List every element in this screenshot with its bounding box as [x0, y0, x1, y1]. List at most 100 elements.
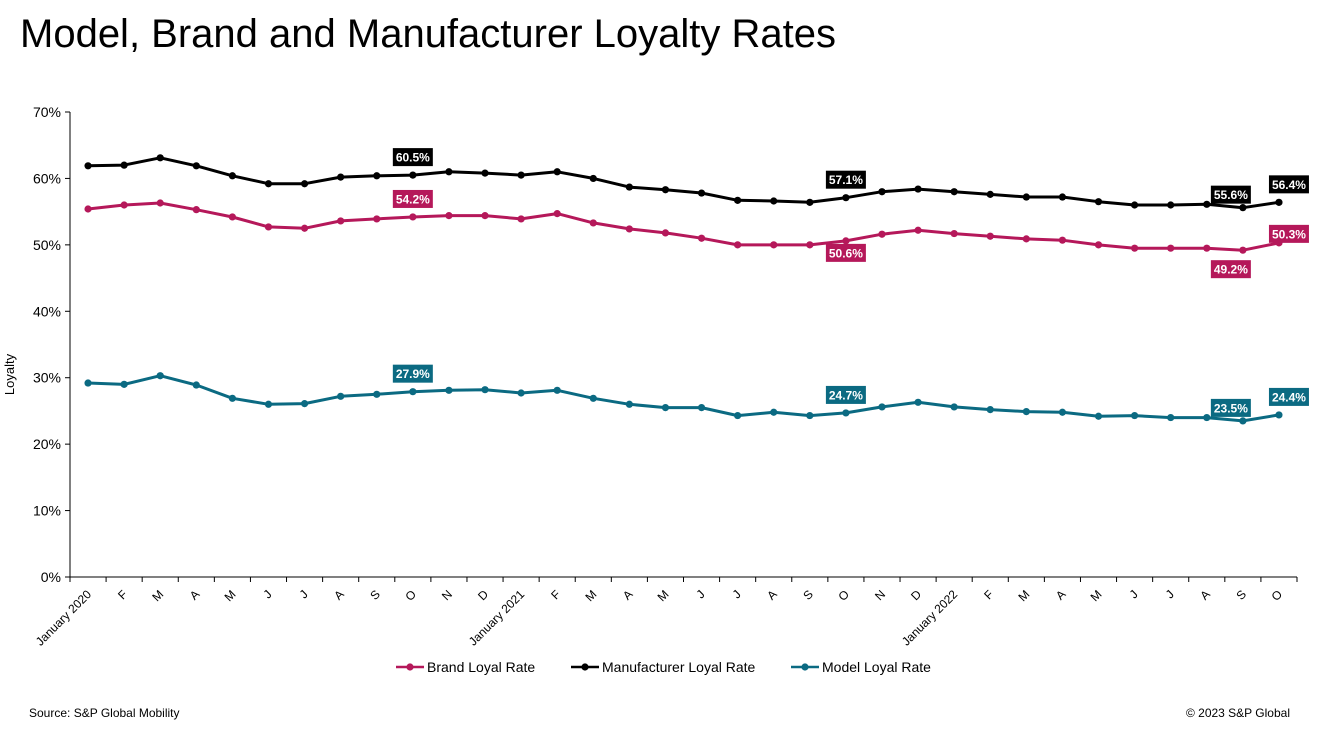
- legend-label: Brand Loyal Rate: [427, 659, 535, 675]
- data-point: [661, 229, 670, 237]
- data-point: [156, 372, 164, 380]
- x-tick-label: January 2022: [899, 587, 961, 649]
- data-point: [914, 185, 922, 193]
- data-point: [553, 210, 561, 218]
- data-point: [1058, 408, 1067, 416]
- data-point: [1203, 413, 1211, 422]
- data-point: [373, 390, 381, 398]
- legend-swatch-marker: [801, 663, 809, 671]
- data-label: 54.2%: [396, 192, 430, 206]
- data-label-box: [392, 189, 433, 208]
- data-point: [950, 403, 958, 411]
- data-point: [697, 404, 706, 412]
- data-point: [300, 224, 309, 232]
- data-point: [264, 180, 273, 188]
- series-line-0: [87, 201, 1280, 252]
- data-label: 23.5%: [1214, 401, 1248, 415]
- data-label: 60.5%: [396, 151, 430, 165]
- data-point: [770, 241, 778, 249]
- data-point: [914, 226, 922, 234]
- data-point: [950, 229, 958, 238]
- x-tick-label: M: [222, 587, 239, 604]
- x-tick-label: M: [1088, 587, 1105, 604]
- x-tick-label: F: [548, 587, 563, 602]
- data-point: [697, 234, 706, 242]
- x-tick-label: J: [730, 587, 744, 601]
- data-label-box: [825, 170, 866, 189]
- data-point: [84, 379, 92, 387]
- data-point: [1203, 244, 1211, 252]
- data-point: [300, 400, 309, 408]
- data-label: 27.9%: [396, 367, 430, 381]
- data-label: 57.1%: [829, 173, 863, 187]
- data-point: [1022, 407, 1030, 416]
- data-point: [914, 398, 922, 406]
- y-tick-label: 10%: [33, 503, 61, 519]
- data-point: [409, 388, 417, 396]
- y-tick-label: 60%: [33, 170, 61, 186]
- data-point: [120, 380, 128, 388]
- data-point: [589, 219, 597, 227]
- data-label-box: [825, 385, 866, 404]
- data-point: [1239, 417, 1247, 425]
- data-point: [481, 212, 489, 220]
- data-point: [806, 198, 814, 206]
- data-point: [1058, 193, 1067, 201]
- data-point: [625, 183, 633, 191]
- data-point: [337, 217, 345, 225]
- data-point: [770, 197, 778, 205]
- data-label: 24.4%: [1272, 390, 1306, 404]
- data-point: [806, 411, 814, 420]
- data-point: [264, 223, 273, 231]
- x-tick-label: M: [149, 587, 166, 604]
- data-point: [120, 161, 128, 169]
- x-tick-label: N: [439, 587, 455, 603]
- data-label-box: [1210, 260, 1251, 279]
- x-tick-label: J: [1127, 587, 1141, 601]
- data-point: [589, 394, 597, 402]
- legend-label: Manufacturer Loyal Rate: [602, 659, 756, 675]
- data-point: [1167, 413, 1175, 422]
- data-point: [1022, 193, 1030, 201]
- x-tick-label: M: [655, 587, 672, 604]
- data-point: [481, 169, 489, 177]
- data-point: [228, 172, 236, 180]
- data-point: [1239, 246, 1247, 254]
- data-point: [878, 230, 886, 238]
- series-line-1: [87, 156, 1280, 210]
- data-label-box: [1210, 185, 1251, 204]
- data-point: [697, 189, 706, 197]
- data-point: [192, 206, 200, 214]
- x-tick-label: O: [836, 587, 853, 604]
- x-tick-label: A: [1053, 587, 1069, 603]
- data-label: 50.6%: [829, 246, 863, 260]
- data-point: [1275, 198, 1283, 206]
- data-point: [517, 171, 525, 179]
- data-point: [770, 408, 778, 416]
- x-tick-label: S: [367, 587, 383, 603]
- legend-swatch-marker: [406, 663, 414, 671]
- data-point: [192, 381, 200, 389]
- data-point: [1131, 244, 1139, 252]
- x-tick-label: F: [115, 587, 130, 602]
- x-tick-label: January 2021: [466, 587, 528, 649]
- x-tick-label: O: [402, 587, 419, 604]
- x-tick-label: M: [1015, 587, 1032, 604]
- data-point: [661, 186, 670, 194]
- data-point: [1131, 201, 1139, 209]
- data-point: [192, 162, 200, 170]
- data-point: [1094, 198, 1103, 206]
- data-point: [986, 406, 994, 414]
- data-point: [625, 400, 633, 408]
- legend-label: Model Loyal Rate: [822, 659, 931, 675]
- data-point: [445, 212, 453, 220]
- x-tick-label: J: [1163, 587, 1177, 601]
- data-point: [228, 213, 236, 221]
- data-point: [517, 389, 525, 397]
- data-point: [1094, 241, 1103, 249]
- data-point: [986, 190, 994, 198]
- data-point: [1022, 235, 1030, 243]
- data-point: [264, 400, 273, 408]
- data-point: [481, 386, 489, 394]
- x-tick-label: M: [582, 587, 599, 604]
